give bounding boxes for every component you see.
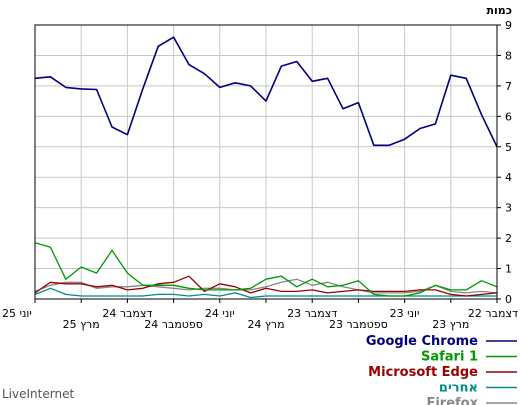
y-tick-label: 8 [505,49,512,62]
y-tick-label: 1 [505,263,512,276]
series-line-0 [34,36,498,148]
legend-label-2: Microsoft Edge [368,365,478,380]
legend-label-4: Firefox [426,396,478,405]
x-tick-label: מרץ 23 [432,318,469,331]
series-lines [34,36,498,299]
x-tick-label: יוני 24 [205,307,235,320]
y-tick-label: 7 [505,80,512,93]
series-line-3 [34,287,497,299]
x-tick-label: יוני 25 [2,307,32,320]
chart-title: כמות [487,4,512,17]
y-tick-label: 4 [505,171,512,184]
series-line-2 [34,275,498,297]
series-line-4 [34,278,498,294]
grid [34,25,498,299]
legend-label-3: אחרים [439,381,478,396]
y-tick-label: 2 [505,232,512,245]
y-tick-label: 9 [505,19,512,32]
y-axis: 0 1 2 3 4 5 6 7 8 9 [497,19,512,306]
legend-label-0: Google Chrome [366,334,478,349]
x-tick-label: דצמבר 24 [102,307,152,320]
x-tick-label: יוני 23 [390,307,420,320]
y-tick-label: 3 [505,202,512,215]
y-tick-label: 5 [505,141,512,154]
legend-label-1: Safari 1 [421,350,478,365]
x-tick-label: דצמבר 23 [287,307,337,320]
footer-brand: LiveInternet [2,387,74,401]
y-tick-label: 0 [505,293,512,306]
x-tick-label: ספטמבר 24 [144,318,203,331]
y-tick-label: 6 [505,110,512,123]
x-tick-label: מרץ 25 [63,318,100,331]
x-tick-label: דצמבר 22 [468,307,518,320]
series-line-1 [34,242,498,297]
x-tick-label: מרץ 24 [247,318,284,331]
x-tick-label: ספטמבר 23 [329,318,388,331]
